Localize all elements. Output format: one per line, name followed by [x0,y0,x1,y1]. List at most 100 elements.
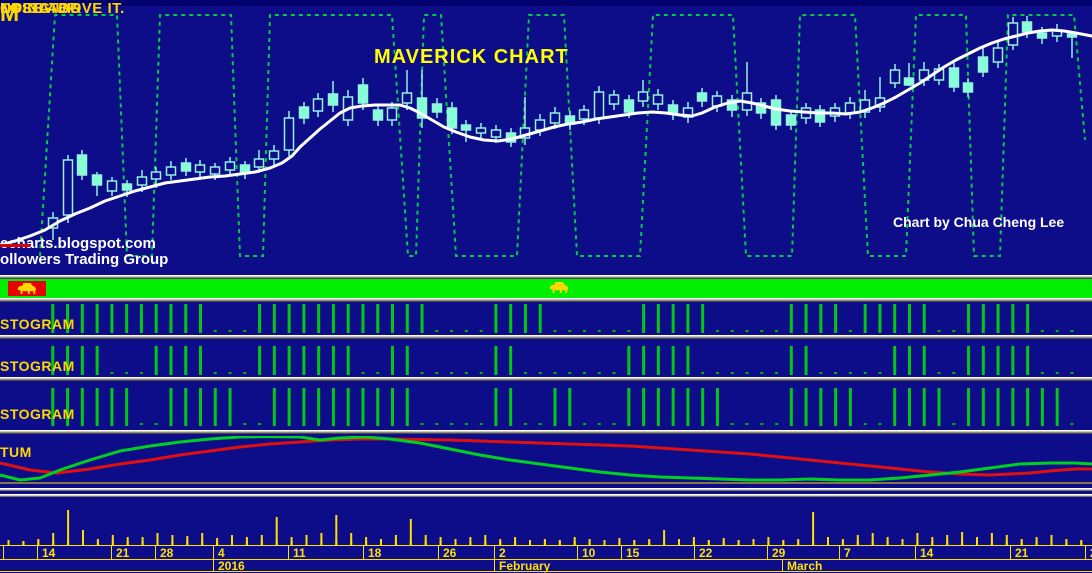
date-tick-divider [577,546,578,559]
histogram-panel-2 [51,346,1074,375]
date-tick-divider [1085,546,1086,559]
date-tick-divider [915,546,916,559]
histogram3-label: STOGRAM [0,406,75,422]
candle [372,109,384,121]
page-title: MAVERICK CHART [374,46,569,68]
candle [770,99,782,126]
month-axis-row: 2016 February March [0,559,1092,573]
separator [0,335,1092,339]
candle [298,106,310,119]
candle [903,77,915,86]
date-label: 15 [626,546,640,560]
histogram2-label: STOGRAM [0,358,75,374]
candle [1007,22,1019,46]
candle [180,162,192,172]
month-divider [213,560,214,571]
momentum-label: TUM [0,444,32,460]
date-tick-divider [494,546,495,559]
candle [357,84,369,104]
candle [165,166,177,176]
date-label: 2 [1090,546,1092,560]
candle [859,99,871,113]
candle [460,124,472,131]
candle [977,56,989,73]
candle [755,102,767,114]
candle [696,92,708,102]
candle [962,82,974,93]
top-border [0,0,1092,6]
date-tick-divider [111,546,112,559]
red-strike-mark [0,244,30,247]
date-label: 21 [1015,546,1029,560]
signal-red-box [8,281,46,296]
month-label: 2016 [218,559,245,573]
candle [91,174,103,186]
date-label: 11 [293,546,306,560]
candle [446,107,458,129]
date-tick-divider [155,546,156,559]
candle [268,150,280,160]
date-label: 22 [699,546,713,560]
momentum-panel [0,436,1092,484]
candle [401,92,413,104]
separator [0,298,1092,302]
note-line-1: NDICATOR [0,0,82,17]
histogram-panel-3 [51,388,1074,426]
candle [814,109,826,123]
candle [416,97,428,119]
candle [1036,32,1048,39]
date-label: 29 [772,546,786,560]
axis-line-mid [0,559,1092,560]
date-label: 10 [582,546,596,560]
bull-icon [549,282,569,293]
candle [475,127,487,134]
candle [150,171,162,180]
candle [194,164,206,173]
candle [1021,21,1033,33]
date-tick-divider [288,546,289,559]
date-label: 2 [499,546,506,560]
price-chart-canvas [0,14,1092,257]
credit-text: Chart by Chua Cheng Lee [893,214,1065,230]
candle [637,91,649,102]
candle [253,158,265,168]
date-tick-divider [767,546,768,559]
candle [312,98,324,112]
histogram-panel-1 [51,304,1074,333]
separator [0,275,1092,279]
date-label: 4 [218,546,225,560]
candle [106,180,118,192]
date-label: 14 [42,546,56,560]
candle [386,107,398,121]
candle [62,159,74,216]
candle [948,67,960,88]
date-tick-divider [694,546,695,559]
candle [608,94,620,105]
candle [578,109,590,120]
candle [534,119,546,131]
date-label: 14 [920,546,934,560]
date-label: 18 [368,546,382,560]
separator [0,377,1092,381]
date-label: 26 [443,546,457,560]
month-label: March [787,559,823,573]
candle [431,103,443,113]
candle [490,129,502,138]
candle [209,166,221,175]
month-divider [782,560,783,571]
volume-panel [7,510,1083,545]
candle [327,93,339,106]
group-text: ollowers Trading Group [0,251,169,268]
separator-double [0,488,1092,497]
date-label: 28 [160,546,174,560]
candle [1066,33,1078,38]
candle [593,91,605,119]
separator [0,430,1092,434]
candle [224,161,236,171]
month-label: February [499,559,551,573]
date-tick-divider [1010,546,1011,559]
signal-strip [0,279,1092,298]
site-link[interactable]: echarts.blogspot.com [0,235,156,252]
candle [136,176,148,186]
candle [889,69,901,84]
